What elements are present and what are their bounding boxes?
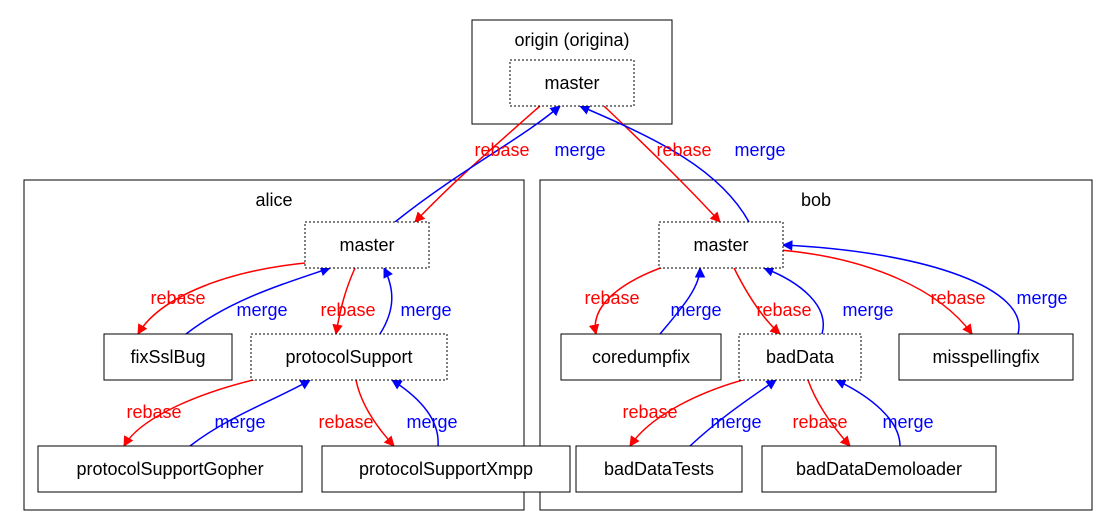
edge-label-rebase-4: rebase: [150, 288, 205, 308]
node-label-protocolSupportXmpp: protocolSupportXmpp: [359, 459, 533, 479]
edge-merge-alice_master-to-origin_master: [395, 106, 560, 222]
edge-label-merge-7: merge: [400, 300, 451, 320]
edge-label-merge-1: merge: [554, 140, 605, 160]
node-label-bob_master: master: [693, 235, 748, 255]
edge-label-rebase-14: rebase: [756, 300, 811, 320]
edge-label-merge-21: merge: [882, 412, 933, 432]
container-label-origin: origin (origina): [514, 30, 629, 50]
edge-rebase-origin_master-to-bob_master: [604, 106, 720, 222]
edge-label-rebase-6: rebase: [320, 300, 375, 320]
node-label-badData: badData: [766, 347, 835, 367]
edge-label-rebase-10: rebase: [318, 412, 373, 432]
node-label-origin_master: master: [544, 73, 599, 93]
edge-label-rebase-16: rebase: [930, 288, 985, 308]
edge-label-merge-3: merge: [734, 140, 785, 160]
edge-merge-protocolSupport-to-alice_master: [380, 268, 392, 334]
container-label-bob: bob: [801, 190, 831, 210]
edge-label-merge-15: merge: [842, 300, 893, 320]
container-label-alice: alice: [255, 190, 292, 210]
node-label-badDataDemoloader: badDataDemoloader: [796, 459, 962, 479]
edge-label-merge-19: merge: [710, 412, 761, 432]
edge-label-merge-17: merge: [1016, 288, 1067, 308]
edge-label-rebase-20: rebase: [792, 412, 847, 432]
node-label-fixSslBug: fixSslBug: [130, 347, 205, 367]
git-branch-diagram: origin (origina) alice bob master master fixS…: [0, 0, 1105, 528]
edge-label-rebase-18: rebase: [622, 402, 677, 422]
node-label-badDataTests: badDataTests: [604, 459, 714, 479]
edge-labels-layer: rebase merge rebase merge rebase merge rebase m…: [126, 140, 1067, 432]
edge-label-rebase-12: rebase: [584, 288, 639, 308]
edge-label-rebase-0: rebase: [474, 140, 529, 160]
node-label-alice_master: master: [339, 235, 394, 255]
edge-label-merge-13: merge: [670, 300, 721, 320]
node-label-protocolSupportGopher: protocolSupportGopher: [76, 459, 263, 479]
node-label-misspellingfix: misspellingfix: [932, 347, 1039, 367]
edge-label-rebase-2: rebase: [656, 140, 711, 160]
edge-label-merge-9: merge: [214, 412, 265, 432]
edge-label-rebase-8: rebase: [126, 402, 181, 422]
edge-label-merge-5: merge: [236, 300, 287, 320]
node-label-protocolSupport: protocolSupport: [285, 347, 412, 367]
edge-label-merge-11: merge: [406, 412, 457, 432]
node-label-coredumpfix: coredumpfix: [592, 347, 690, 367]
